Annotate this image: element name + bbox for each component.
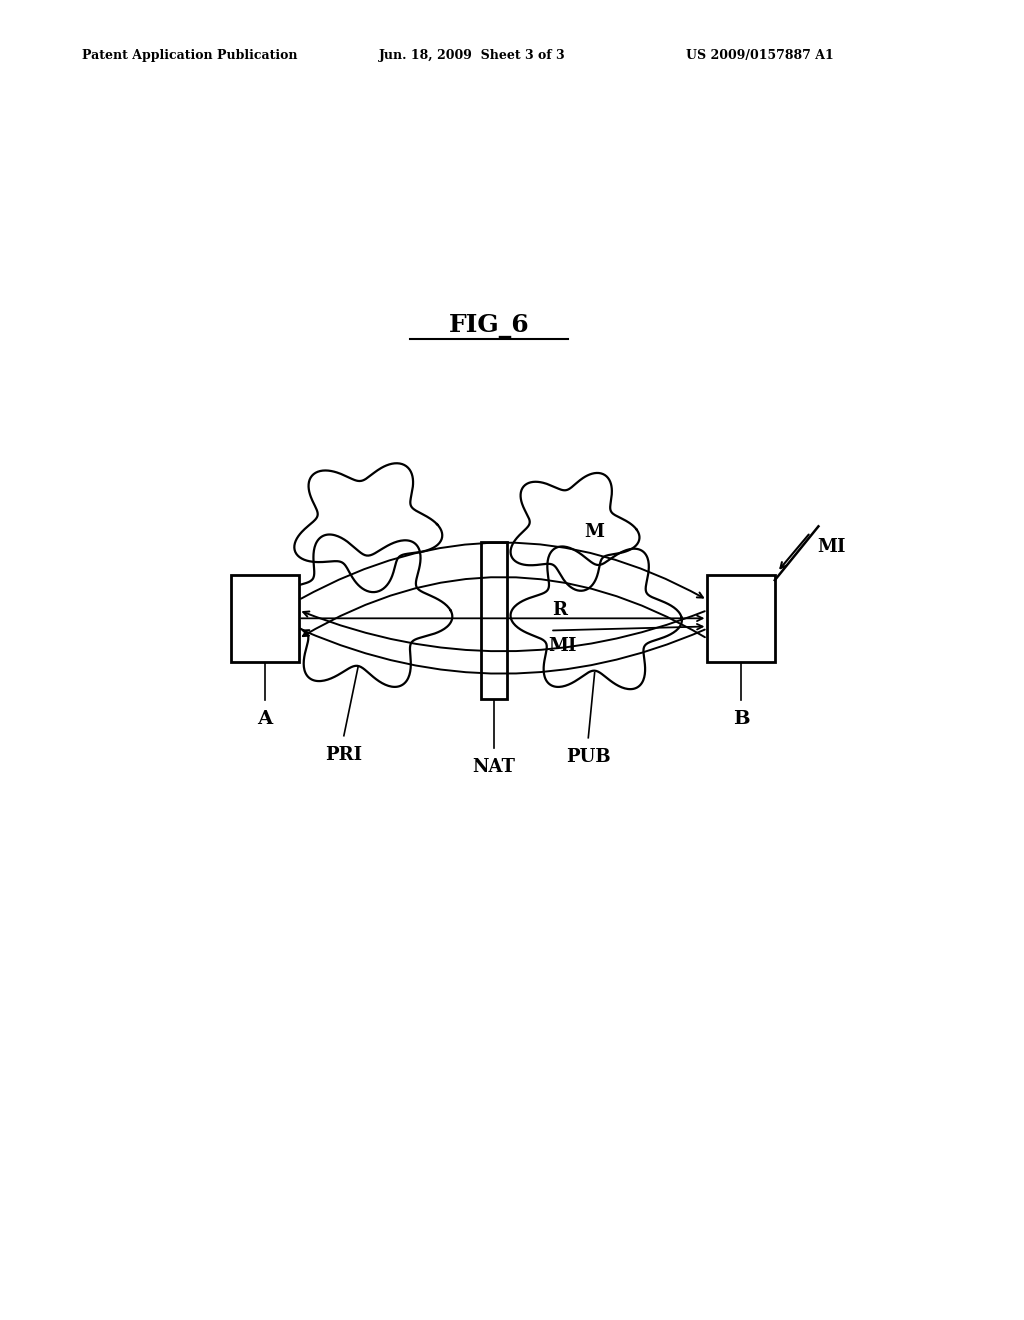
Bar bbox=[481, 541, 507, 700]
Bar bbox=[708, 576, 775, 661]
Bar bbox=[231, 576, 299, 661]
Text: NAT: NAT bbox=[472, 758, 515, 776]
Text: MI: MI bbox=[549, 638, 578, 655]
Text: FIG_6: FIG_6 bbox=[449, 314, 529, 338]
Text: MI: MI bbox=[818, 537, 846, 556]
Text: PUB: PUB bbox=[566, 748, 610, 766]
Text: US 2009/0157887 A1: US 2009/0157887 A1 bbox=[686, 49, 834, 62]
Text: PRI: PRI bbox=[326, 746, 362, 764]
Text: A: A bbox=[257, 710, 272, 729]
Text: B: B bbox=[733, 710, 750, 729]
Text: Patent Application Publication: Patent Application Publication bbox=[82, 49, 297, 62]
Text: Jun. 18, 2009  Sheet 3 of 3: Jun. 18, 2009 Sheet 3 of 3 bbox=[379, 49, 565, 62]
Text: M: M bbox=[585, 524, 604, 541]
Text: R: R bbox=[552, 601, 567, 619]
